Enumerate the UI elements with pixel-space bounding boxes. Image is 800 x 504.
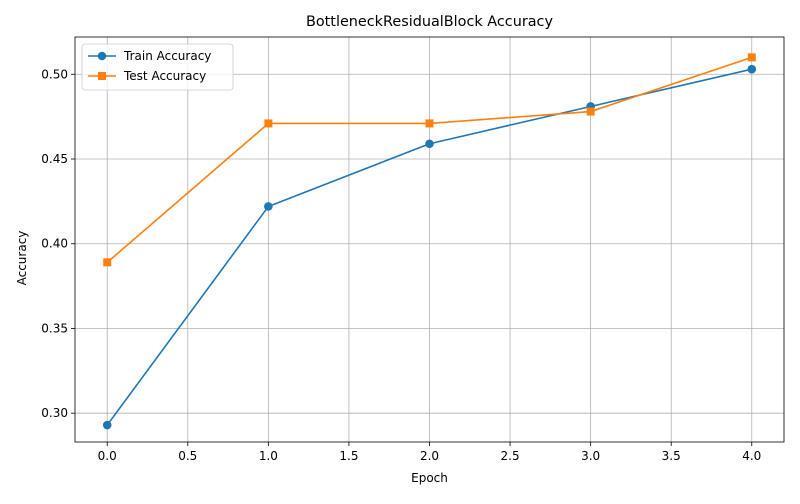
legend-box (81, 43, 234, 91)
x-tick-label: 1.5 (339, 449, 358, 463)
x-tick-label: 0.0 (98, 449, 117, 463)
x-tick-label: 2.0 (420, 449, 439, 463)
x-tick-label: 3.5 (662, 449, 681, 463)
x-tick-label: 2.5 (501, 449, 520, 463)
legend-entry: Train Accuracy (88, 49, 211, 63)
data-point (747, 53, 756, 62)
data-point (586, 107, 595, 116)
x-tick-label: 3.0 (581, 449, 600, 463)
x-tick-label: 1.0 (259, 449, 278, 463)
data-point (264, 119, 273, 128)
legend-marker (98, 72, 106, 80)
x-axis-label: Epoch (411, 471, 448, 485)
y-tick-label: 0.35 (41, 321, 68, 335)
y-tick-label: 0.40 (41, 237, 68, 251)
legend-label: Train Accuracy (123, 49, 211, 63)
legend-entry: Test Accuracy (88, 69, 206, 83)
y-axis: 0.30 0.35 0.40 0.45 0.50 (41, 67, 75, 420)
data-point (425, 119, 434, 128)
x-tick-label: 4.0 (742, 449, 761, 463)
y-tick-label: 0.50 (41, 67, 68, 81)
series-2 (103, 53, 756, 267)
data-point (425, 139, 434, 149)
legend-marker (97, 51, 107, 61)
y-tick-label: 0.30 (41, 406, 68, 420)
grid (75, 37, 784, 442)
data-point (747, 64, 757, 74)
data-point (264, 202, 273, 211)
legend: Train Accuracy Test Accuracy (81, 43, 234, 91)
data-point (103, 258, 112, 267)
chart-title: BottleneckResidualBlock Accuracy (306, 14, 553, 30)
legend-label: Test Accuracy (123, 69, 206, 83)
y-axis-label: Accuracy (15, 231, 29, 286)
x-tick-label: 0.5 (178, 449, 197, 463)
x-axis: 0.0 0.5 1.0 1.5 2.0 2.5 3.0 3.5 4.0 (98, 442, 761, 463)
plot-area (102, 53, 757, 430)
y-tick-label: 0.45 (41, 152, 68, 166)
data-point (102, 420, 112, 430)
